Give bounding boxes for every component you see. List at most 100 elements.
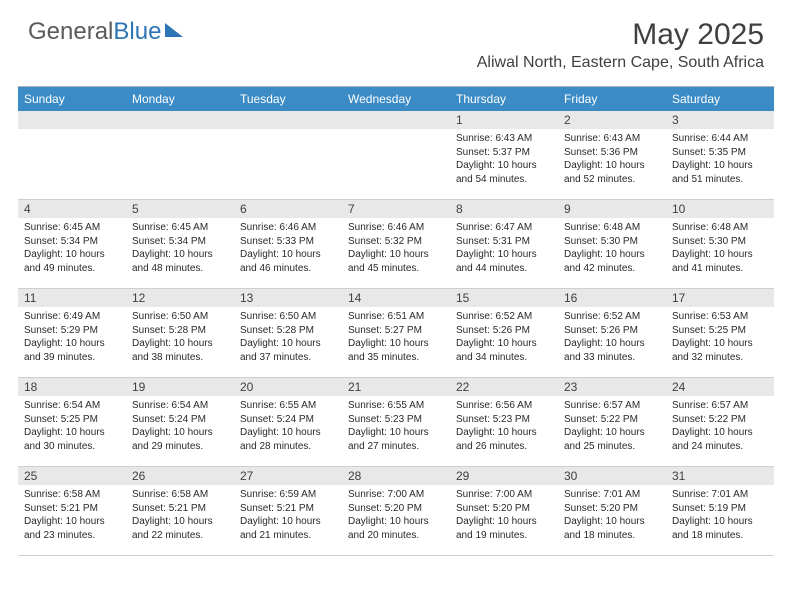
sunset-text: Sunset: 5:21 PM — [240, 502, 336, 516]
sunset-text: Sunset: 5:27 PM — [348, 324, 444, 338]
day-number: 10 — [666, 200, 774, 218]
day-details: Sunrise: 6:57 AMSunset: 5:22 PMDaylight:… — [558, 396, 666, 457]
title-block: May 2025 Aliwal North, Eastern Cape, Sou… — [477, 18, 764, 72]
day-number: 21 — [342, 378, 450, 396]
day-details: Sunrise: 6:54 AMSunset: 5:25 PMDaylight:… — [18, 396, 126, 457]
weekday-header: Friday — [558, 87, 666, 111]
sunset-text: Sunset: 5:24 PM — [240, 413, 336, 427]
daylight-text: Daylight: 10 hours and 44 minutes. — [456, 248, 552, 275]
daylight-text: Daylight: 10 hours and 38 minutes. — [132, 337, 228, 364]
day-number: 4 — [18, 200, 126, 218]
brand-logo: GeneralBlue — [28, 18, 183, 46]
weeks-grid: 1Sunrise: 6:43 AMSunset: 5:37 PMDaylight… — [18, 111, 774, 556]
day-details: Sunrise: 6:55 AMSunset: 5:24 PMDaylight:… — [234, 396, 342, 457]
day-cell: 17Sunrise: 6:53 AMSunset: 5:25 PMDayligh… — [666, 289, 774, 377]
week-row: 11Sunrise: 6:49 AMSunset: 5:29 PMDayligh… — [18, 289, 774, 378]
day-cell: 5Sunrise: 6:45 AMSunset: 5:34 PMDaylight… — [126, 200, 234, 288]
daylight-text: Daylight: 10 hours and 25 minutes. — [564, 426, 660, 453]
day-cell: 27Sunrise: 6:59 AMSunset: 5:21 PMDayligh… — [234, 467, 342, 555]
sunrise-text: Sunrise: 6:55 AM — [240, 399, 336, 413]
day-details: Sunrise: 6:43 AMSunset: 5:37 PMDaylight:… — [450, 129, 558, 190]
day-cell — [234, 111, 342, 199]
sunset-text: Sunset: 5:25 PM — [24, 413, 120, 427]
brand-name-a: General — [28, 18, 113, 45]
daylight-text: Daylight: 10 hours and 41 minutes. — [672, 248, 768, 275]
daylight-text: Daylight: 10 hours and 32 minutes. — [672, 337, 768, 364]
day-cell: 7Sunrise: 6:46 AMSunset: 5:32 PMDaylight… — [342, 200, 450, 288]
daylight-text: Daylight: 10 hours and 34 minutes. — [456, 337, 552, 364]
day-cell: 20Sunrise: 6:55 AMSunset: 5:24 PMDayligh… — [234, 378, 342, 466]
day-number: 11 — [18, 289, 126, 307]
sunrise-text: Sunrise: 6:58 AM — [132, 488, 228, 502]
week-row: 25 Sunrise: 6:58 AM Sunset: 5:21 PM Dayligh… — [18, 467, 774, 556]
sunset-text: Sunset: 5:31 PM — [456, 235, 552, 249]
sunrise-text: Sunrise: 6:49 AM — [24, 310, 120, 324]
location: Aliwal North, Eastern Cape, South Africa — [477, 54, 764, 72]
day-cell: 24Sunrise: 6:57 AMSunset: 5:22 PMDayligh… — [666, 378, 774, 466]
sunset-text: Sunset: 5:28 PM — [132, 324, 228, 338]
weekday-header: Thursday — [450, 87, 558, 111]
day-number — [18, 111, 126, 129]
sunrise-text: Sunrise: 6:43 AM — [456, 132, 552, 146]
daylight-text: Daylight: 10 hours and 26 minutes. — [456, 426, 552, 453]
weekday-header: Saturday — [666, 87, 774, 111]
sunrise-text: Sunrise: 6:52 AM — [456, 310, 552, 324]
day-cell: 23Sunrise: 6:57 AMSunset: 5:22 PMDayligh… — [558, 378, 666, 466]
sunrise-text: Sunrise: 6:57 AM — [564, 399, 660, 413]
day-number — [342, 111, 450, 129]
day-cell: 10Sunrise: 6:48 AMSunset: 5:30 PMDayligh… — [666, 200, 774, 288]
day-cell: 28Sunrise: 7:00 AMSunset: 5:20 PMDayligh… — [342, 467, 450, 555]
day-cell: 13Sunrise: 6:50 AMSunset: 5:28 PMDayligh… — [234, 289, 342, 377]
day-details: Sunrise: 6:53 AMSunset: 5:25 PMDaylight:… — [666, 307, 774, 368]
day-number: 30 — [558, 467, 666, 485]
weekday-header: Wednesday — [342, 87, 450, 111]
day-details: Sunrise: 6:52 AMSunset: 5:26 PMDaylight:… — [558, 307, 666, 368]
sunrise-text: Sunrise: 6:46 AM — [240, 221, 336, 235]
brand-name-b: Blue — [113, 18, 161, 45]
daylight-text: Daylight: 10 hours and 30 minutes. — [24, 426, 120, 453]
day-cell: 18Sunrise: 6:54 AMSunset: 5:25 PMDayligh… — [18, 378, 126, 466]
day-details: Sunrise: 6:51 AMSunset: 5:27 PMDaylight:… — [342, 307, 450, 368]
sunrise-text: Sunrise: 6:53 AM — [672, 310, 768, 324]
sunrise-text: Sunrise: 6:48 AM — [564, 221, 660, 235]
daylight-text: Daylight: 10 hours and 35 minutes. — [348, 337, 444, 364]
sunrise-text: Sunrise: 6:54 AM — [24, 399, 120, 413]
day-number — [234, 111, 342, 129]
daylight-text: Daylight: 10 hours and 20 minutes. — [348, 515, 444, 542]
daylight-text: Daylight: 10 hours and 54 minutes. — [456, 159, 552, 186]
day-cell: 12Sunrise: 6:50 AMSunset: 5:28 PMDayligh… — [126, 289, 234, 377]
week-row: 4Sunrise: 6:45 AMSunset: 5:34 PMDaylight… — [18, 200, 774, 289]
sunset-text: Sunset: 5:30 PM — [672, 235, 768, 249]
sunset-text: Sunset: 5:35 PM — [672, 146, 768, 160]
sunset-text: Sunset: 5:33 PM — [240, 235, 336, 249]
brand-triangle-icon — [165, 23, 183, 37]
sunrise-text: Sunrise: 7:00 AM — [348, 488, 444, 502]
day-cell: 25Sunrise: 6:58 AMSunset: 5:21 PMDayligh… — [18, 467, 126, 555]
sunset-text: Sunset: 5:32 PM — [348, 235, 444, 249]
day-details: Sunrise: 6:48 AMSunset: 5:30 PMDaylight:… — [666, 218, 774, 279]
day-details: Sunrise: 6:49 AMSunset: 5:29 PMDaylight:… — [18, 307, 126, 368]
day-cell: 26Sunrise: 6:58 AMSunset: 5:21 PMDayligh… — [126, 467, 234, 555]
sunset-text: Sunset: 5:29 PM — [24, 324, 120, 338]
sunset-text: Sunset: 5:24 PM — [132, 413, 228, 427]
sunrise-text: Sunrise: 6:55 AM — [348, 399, 444, 413]
sunset-text: Sunset: 5:20 PM — [456, 502, 552, 516]
sunrise-text: Sunrise: 6:56 AM — [456, 399, 552, 413]
daylight-text: Daylight: 10 hours and 39 minutes. — [24, 337, 120, 364]
sunset-text: Sunset: 5:30 PM — [564, 235, 660, 249]
day-number: 19 — [126, 378, 234, 396]
day-cell: 15Sunrise: 6:52 AMSunset: 5:26 PMDayligh… — [450, 289, 558, 377]
day-number: 25 — [18, 467, 126, 485]
day-number: 31 — [666, 467, 774, 485]
day-details: Sunrise: 6:46 AMSunset: 5:32 PMDaylight:… — [342, 218, 450, 279]
daylight-text: Daylight: 10 hours and 48 minutes. — [132, 248, 228, 275]
day-details: Sunrise: 6:50 AMSunset: 5:28 PMDaylight:… — [234, 307, 342, 368]
day-number: 14 — [342, 289, 450, 307]
sunset-text: Sunset: 5:25 PM — [672, 324, 768, 338]
brand-name: GeneralBlue — [28, 18, 161, 46]
daylight-text: Daylight: 10 hours and 24 minutes. — [672, 426, 768, 453]
day-details: Sunrise: 6:54 AMSunset: 5:24 PMDaylight:… — [126, 396, 234, 457]
day-number: 12 — [126, 289, 234, 307]
day-cell — [126, 111, 234, 199]
day-number: 8 — [450, 200, 558, 218]
